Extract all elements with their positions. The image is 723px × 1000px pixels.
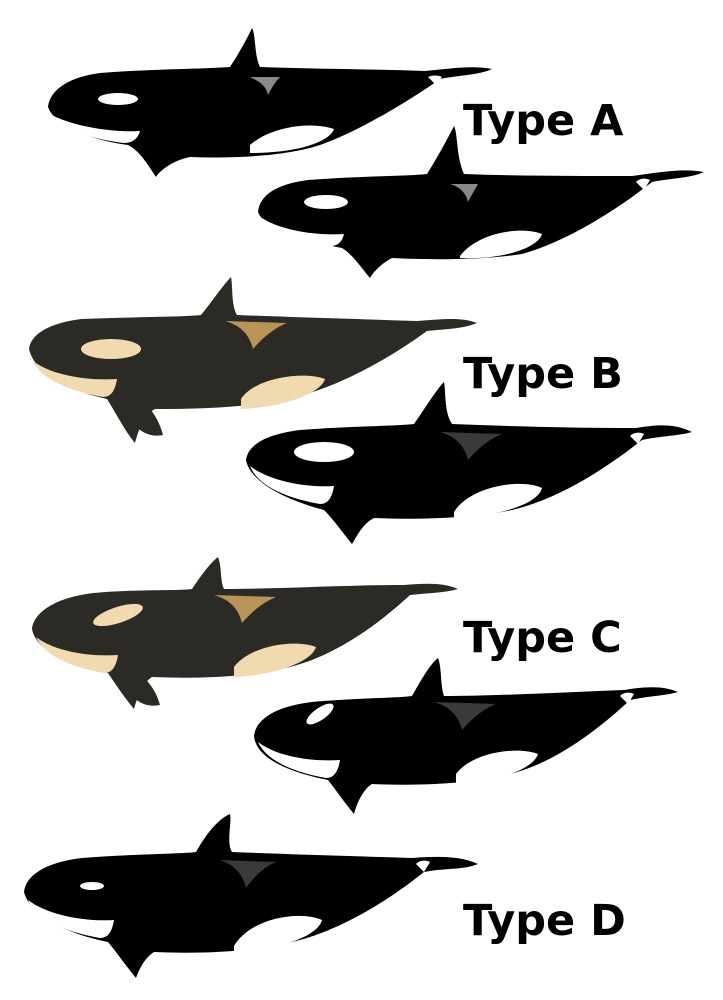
flank-patch [456, 750, 538, 784]
orca-type-d-1 [24, 814, 478, 978]
saddle-patch [450, 184, 478, 202]
flank-patch [460, 230, 542, 259]
orca-type-a-1 [48, 28, 492, 177]
label-type-b: Type B [463, 349, 623, 399]
eye-patch [93, 603, 143, 627]
orca-body [32, 557, 458, 709]
flank-patch [234, 915, 322, 952]
eye-patch [98, 93, 138, 105]
flipper [116, 667, 160, 706]
label-type-d: Type D [463, 896, 626, 946]
flipper [117, 393, 163, 436]
orca-body [24, 814, 478, 978]
saddle-patch [250, 77, 280, 95]
eye-patch [294, 442, 354, 462]
saddle-patch [440, 432, 502, 460]
orca-body [258, 126, 704, 278]
orca-body [254, 658, 678, 814]
flank-patch [250, 125, 334, 153]
tail-tip [416, 860, 430, 872]
throat-patch [33, 361, 117, 397]
saddle-patch [220, 860, 276, 888]
orca-type-b-2 [246, 382, 692, 544]
eye-patch [80, 882, 104, 890]
orca-type-a-2 [258, 126, 704, 278]
orca-body [48, 28, 492, 177]
throat-patch [262, 218, 344, 246]
tail-tip [630, 432, 644, 444]
throat-patch [36, 637, 118, 673]
orca-type-b-1 [29, 277, 477, 443]
saddle-patch [225, 321, 287, 349]
eye-patch [306, 703, 334, 725]
orca-type-c-1 [32, 557, 458, 709]
eye-patch [304, 195, 348, 209]
throat-patch [250, 466, 334, 504]
throat-patch [52, 115, 140, 143]
flank-patch [241, 375, 325, 409]
throat-patch [28, 900, 114, 938]
eye-patch [81, 339, 141, 359]
flank-patch [454, 483, 542, 518]
label-type-a: Type A [463, 96, 624, 146]
orca-body [246, 382, 692, 544]
saddle-patch [434, 702, 496, 730]
label-type-c: Type C [463, 613, 622, 663]
tail-tip [636, 178, 650, 190]
orca-type-c-2 [254, 658, 678, 814]
flank-patch [234, 643, 316, 677]
throat-patch [258, 742, 340, 778]
saddle-patch [214, 595, 276, 623]
tail-tip [428, 75, 442, 85]
tail-tip [620, 692, 634, 704]
